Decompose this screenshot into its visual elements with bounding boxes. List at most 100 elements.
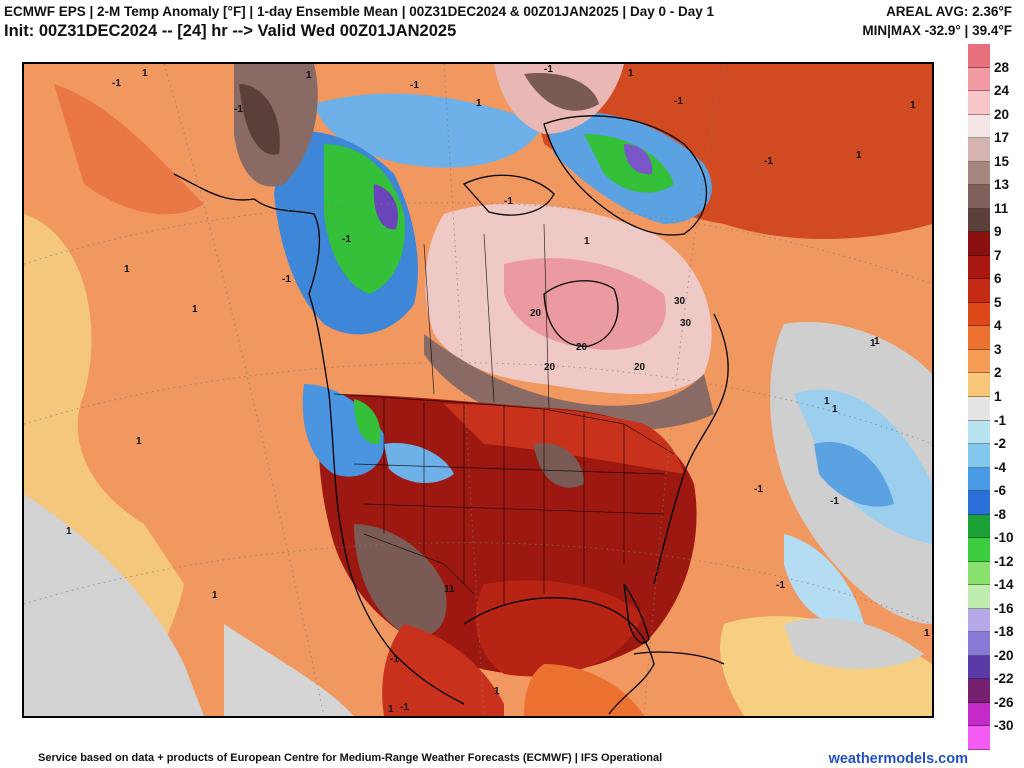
colorbar-cell xyxy=(968,585,990,609)
alaska-coast xyxy=(173,173,321,295)
contour-label: 1 xyxy=(874,336,880,347)
northwest-blue xyxy=(302,384,385,477)
colorbar-cell xyxy=(968,232,990,256)
east-coast xyxy=(653,313,729,585)
contour-label: 1 xyxy=(124,264,130,275)
colorbar-label: 3 xyxy=(994,341,1002,357)
colorbar-label: -6 xyxy=(994,483,1007,499)
colorbar-label: 1 xyxy=(994,389,1002,404)
pacific-north-band xyxy=(54,84,204,215)
mexico-red xyxy=(382,624,504,716)
colorbar-cell xyxy=(968,208,990,233)
colorbar-cell xyxy=(968,67,990,92)
colorbar-label: -2 xyxy=(994,436,1007,452)
contour-label: 1 xyxy=(66,526,72,537)
contour-label: 1 xyxy=(832,404,838,415)
contour-label: -1 xyxy=(400,702,409,713)
contour-label: 20 xyxy=(576,342,588,353)
colorbar-cell xyxy=(968,44,990,68)
lat-lon-grid xyxy=(24,64,932,716)
colorbar-cell xyxy=(968,114,990,139)
cuba-coast xyxy=(633,651,725,665)
contour-label: 1 xyxy=(824,396,830,407)
contour-label: 30 xyxy=(680,318,692,329)
contour-label: 1 xyxy=(584,236,590,247)
colorbar-cell xyxy=(968,185,990,209)
southwest-brown xyxy=(354,524,447,637)
contour-label: -1 xyxy=(544,64,553,75)
colorbar-label: 2 xyxy=(994,365,1002,381)
colorbar-cell xyxy=(968,514,990,539)
coastlines xyxy=(173,115,729,715)
greenland-purple xyxy=(624,144,653,175)
contour-label: 1 xyxy=(924,628,930,639)
contour-label: -1 xyxy=(390,654,399,665)
credit-link[interactable]: weathermodels.com xyxy=(828,751,968,767)
colorbar-cell xyxy=(968,726,990,750)
contour-label: -1 xyxy=(754,484,763,495)
arctic-islands xyxy=(462,174,555,216)
colorbar-cell xyxy=(968,279,990,303)
contour-label: 1 xyxy=(628,68,634,79)
contour-label: -1 xyxy=(410,80,419,91)
arctic-blue-band xyxy=(314,93,544,168)
colorbar-cell xyxy=(968,138,990,162)
colorbar-label: -12 xyxy=(994,553,1014,569)
contour-label: 1 xyxy=(192,304,198,315)
colorbar-cell xyxy=(968,161,990,186)
canada-hot-core xyxy=(504,258,666,350)
colorbar-cell xyxy=(968,702,990,727)
colorbar-cell xyxy=(968,632,990,656)
colorbar-label: 17 xyxy=(994,130,1010,146)
contour-label: 1 xyxy=(212,590,218,601)
colorbar-cell xyxy=(968,373,990,397)
colorbar-label: 20 xyxy=(994,106,1010,122)
gulf-coast xyxy=(463,597,655,715)
colorbar-cell xyxy=(968,91,990,115)
colorbar-cell xyxy=(968,326,990,350)
colorbar-label: 28 xyxy=(994,59,1010,75)
gulf-red xyxy=(475,580,644,677)
colorbar-legend: 28 24 20 17 15 13 11 9 7 6 5 4 3 2 1 -1 -2 -4 -6 -8 -10 -12 -1… xyxy=(968,44,1018,750)
colorbar-label: -14 xyxy=(994,577,1014,593)
colorbar-label: 6 xyxy=(994,271,1002,287)
rockies-blue xyxy=(384,443,454,484)
contour-label: -1 xyxy=(504,196,513,207)
western-cold-green xyxy=(324,144,405,294)
colorbar-label: -10 xyxy=(994,530,1014,546)
contour-label: 1 xyxy=(306,70,312,81)
contour-label: 1 xyxy=(856,150,862,161)
western-cold-purple xyxy=(373,184,398,230)
contour-label: -1 xyxy=(830,496,839,507)
colorbar-cell xyxy=(968,444,990,468)
colorbar-label: 9 xyxy=(994,224,1002,240)
colorbar-label: -26 xyxy=(994,694,1014,710)
greenland-coast xyxy=(543,115,707,236)
colorbar-label: 13 xyxy=(994,177,1010,193)
atlantic-blue-patch xyxy=(814,442,894,507)
contour-label: -1 xyxy=(234,104,243,115)
canada-provinces xyxy=(423,223,550,410)
contour-label: 1 xyxy=(476,98,482,109)
state-lines xyxy=(353,399,665,604)
contour-label: 1 xyxy=(136,436,142,447)
colorbar-label: 15 xyxy=(994,153,1010,169)
colorbar-cell xyxy=(968,467,990,492)
central-america-orange xyxy=(524,664,644,716)
state-borders xyxy=(333,223,675,604)
hudson-bay xyxy=(543,280,619,347)
areal-average: AREAL AVG: 2.36°F xyxy=(886,4,1012,19)
min-max-values: MIN|MAX -32.9° | 39.4°F xyxy=(862,23,1012,38)
temperature-anomaly-map: 1 -1 -1 1 -1 1 -1 1 -1 -1 1 1 -1 1 20 20 30 20 30 20 1 -1 -1 1 1… xyxy=(22,62,934,718)
colorbar-cell xyxy=(968,538,990,562)
caribbean-gray xyxy=(784,618,924,669)
contour-label: 1 xyxy=(142,68,148,79)
contour-label: -1 xyxy=(674,96,683,107)
contour-label: -1 xyxy=(282,274,291,285)
us-mexico-border xyxy=(363,533,475,595)
south-pacific-gray xyxy=(224,624,354,716)
colorbar-cell xyxy=(968,608,990,633)
northwest-green xyxy=(354,399,381,445)
contour-label: 1 xyxy=(388,704,394,715)
colorbar-cell xyxy=(968,255,990,280)
